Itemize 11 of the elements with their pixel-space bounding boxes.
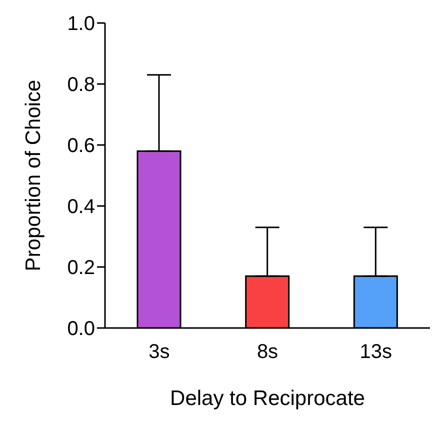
x-tick-label: 8s (256, 341, 278, 364)
y-tick-label: 0.4 (67, 196, 95, 218)
y-tick-label: 0.2 (67, 257, 95, 280)
x-axis-title: Delay to Reciprocate (170, 387, 365, 410)
y-tick-label: 0.6 (67, 135, 95, 158)
y-axis-title: Proportion of Choice (22, 80, 45, 272)
x-tick-label: 13s (360, 341, 392, 364)
y-tick-label: 0.0 (67, 318, 95, 340)
y-tick-label: 1.0 (67, 13, 95, 36)
x-tick-label: 3s (148, 341, 170, 364)
y-tick-label: 0.8 (67, 74, 95, 96)
